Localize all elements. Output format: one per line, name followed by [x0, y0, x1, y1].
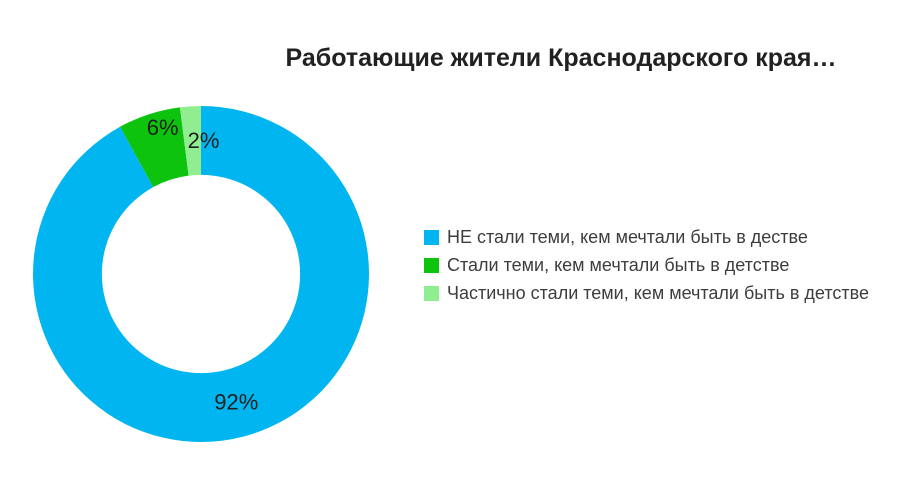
legend-label: Частично стали теми, кем мечтали быть в …: [447, 282, 869, 303]
donut-slice-3[interactable]: [179, 105, 201, 176]
chart-title: Работающие жители Краснодарского края…: [285, 44, 837, 72]
chart-legend: НЕ стали теми, кем мечтали быть в дестве…: [424, 223, 869, 307]
slice-value-label: 92%: [214, 389, 258, 414]
slice-value-label: 2%: [188, 128, 220, 153]
donut-slice-1[interactable]: [33, 106, 370, 443]
slice-value-label: 6%: [147, 115, 179, 140]
legend-item[interactable]: Частично стали теми, кем мечтали быть в …: [424, 279, 869, 307]
legend-item[interactable]: НЕ стали теми, кем мечтали быть в дестве: [424, 223, 869, 251]
legend-label: НЕ стали теми, кем мечтали быть в дестве: [447, 226, 808, 247]
legend-item[interactable]: Стали теми, кем мечтали быть в детстве: [424, 251, 869, 279]
donut-slice-2[interactable]: [120, 107, 189, 188]
legend-swatch: [424, 257, 439, 273]
legend-swatch: [424, 229, 439, 245]
legend-swatch: [424, 285, 439, 301]
legend-label: Стали теми, кем мечтали быть в детстве: [447, 254, 790, 275]
